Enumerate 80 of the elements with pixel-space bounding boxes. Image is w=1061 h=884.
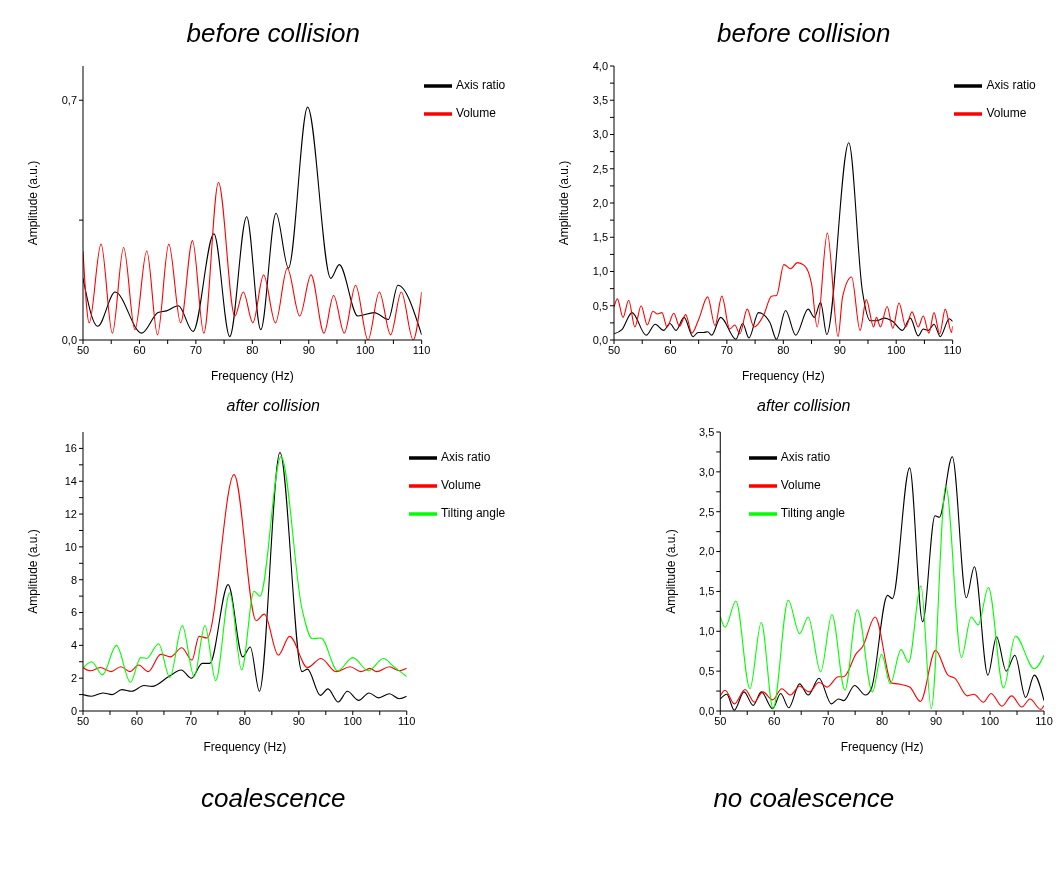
y-tick-label: 3,5 — [592, 94, 608, 107]
x-tick-label: 100 — [356, 343, 375, 356]
y-tick-label: 2,0 — [698, 545, 715, 558]
x-tick-label: 110 — [413, 343, 431, 356]
x-tick-label: 50 — [713, 714, 727, 727]
y-tick-label: 0,5 — [592, 299, 608, 312]
legend-label: Axis ratio — [440, 450, 491, 465]
x-tick-label: 50 — [77, 714, 90, 727]
x-tick-label: 50 — [607, 343, 620, 356]
x-axis-title: Frequency (Hz) — [211, 369, 294, 383]
y-tick-label: 6 — [71, 606, 78, 619]
legend-label: Axis ratio — [986, 78, 1036, 93]
y-tick-label: 2,5 — [592, 162, 608, 175]
x-tick-label: 70 — [190, 343, 203, 356]
x-tick-label: 90 — [292, 714, 306, 727]
x-tick-label: 80 — [776, 343, 790, 356]
legend-label: Tilting angle — [440, 506, 506, 521]
y-axis-title: Amplitude (a.u.) — [663, 529, 678, 614]
x-tick-label: 90 — [833, 343, 846, 356]
x-tick-label: 100 — [980, 714, 999, 727]
x-tick-label: 60 — [133, 343, 146, 356]
x-tick-label: 80 — [238, 714, 252, 727]
y-tick-label: 0,0 — [698, 704, 715, 717]
y-tick-label: 14 — [65, 475, 78, 488]
legend-label: Axis ratio — [455, 78, 506, 93]
y-tick-label: 4,0 — [592, 59, 608, 72]
y-tick-label: 3,5 — [698, 425, 715, 438]
x-tick-label: 70 — [821, 714, 835, 727]
legend-label: Volume — [440, 478, 482, 493]
legend-label: Volume — [780, 478, 821, 493]
x-tick-label: 60 — [767, 714, 781, 727]
y-tick-label: 0,0 — [592, 333, 608, 346]
chart-title: before collision — [717, 17, 891, 50]
y-tick-label: 0,5 — [698, 665, 715, 678]
text: no coalescence — [713, 783, 895, 814]
legend-label: Volume — [986, 106, 1027, 121]
x-tick-label: 110 — [943, 343, 962, 356]
y-tick-label: 3,0 — [592, 128, 608, 141]
y-tick-label: 0,7 — [61, 94, 78, 107]
x-tick-label: 90 — [302, 343, 316, 356]
y-tick-label: 8 — [71, 573, 78, 586]
x-tick-label: 60 — [664, 343, 677, 356]
x-tick-label: 100 — [343, 714, 363, 727]
y-tick-label: 0 — [71, 704, 78, 717]
y-axis-title: Amplitude (a.u.) — [557, 160, 572, 246]
y-tick-label: 2,5 — [698, 505, 715, 518]
y-tick-label: 1,5 — [698, 585, 715, 598]
x-tick-label: 110 — [398, 714, 416, 727]
y-tick-label: 1,0 — [698, 625, 715, 638]
chart-title: after collision — [226, 396, 320, 416]
x-tick-label: 80 — [246, 343, 259, 356]
y-tick-label: 16 — [65, 442, 78, 455]
x-tick-label: 100 — [886, 343, 906, 356]
y-tick-label: 1,0 — [592, 265, 608, 278]
text: coalescence — [200, 783, 346, 814]
x-tick-label: 60 — [131, 714, 144, 727]
legend-label: Volume — [455, 106, 496, 121]
y-tick-label: 12 — [65, 507, 78, 520]
x-tick-label: 90 — [929, 714, 942, 727]
y-tick-label: 2,0 — [592, 196, 608, 209]
y-tick-label: 2 — [71, 672, 78, 685]
x-tick-label: 110 — [1034, 714, 1053, 727]
chart-title: before collision — [186, 17, 360, 50]
chart-title: after collision — [757, 396, 851, 416]
x-axis-title: Frequency (Hz) — [840, 740, 924, 754]
y-tick-label: 1,5 — [592, 231, 608, 244]
x-tick-label: 50 — [77, 343, 90, 356]
y-tick-label: 3,0 — [698, 465, 715, 478]
legend-label: Tilting angle — [780, 506, 846, 521]
x-tick-label: 70 — [720, 343, 733, 356]
x-tick-label: 80 — [875, 714, 889, 727]
y-axis-title: Amplitude (a.u.) — [26, 529, 41, 614]
y-axis-title: Amplitude (a.u.) — [26, 160, 41, 246]
y-tick-label: 0,0 — [61, 333, 78, 346]
y-tick-label: 10 — [65, 540, 78, 553]
x-tick-label: 70 — [185, 714, 198, 727]
x-axis-title: Frequency (Hz) — [741, 369, 825, 383]
legend-label: Axis ratio — [780, 450, 831, 465]
y-tick-label: 4 — [71, 639, 78, 652]
x-axis-title: Frequency (Hz) — [203, 740, 287, 754]
